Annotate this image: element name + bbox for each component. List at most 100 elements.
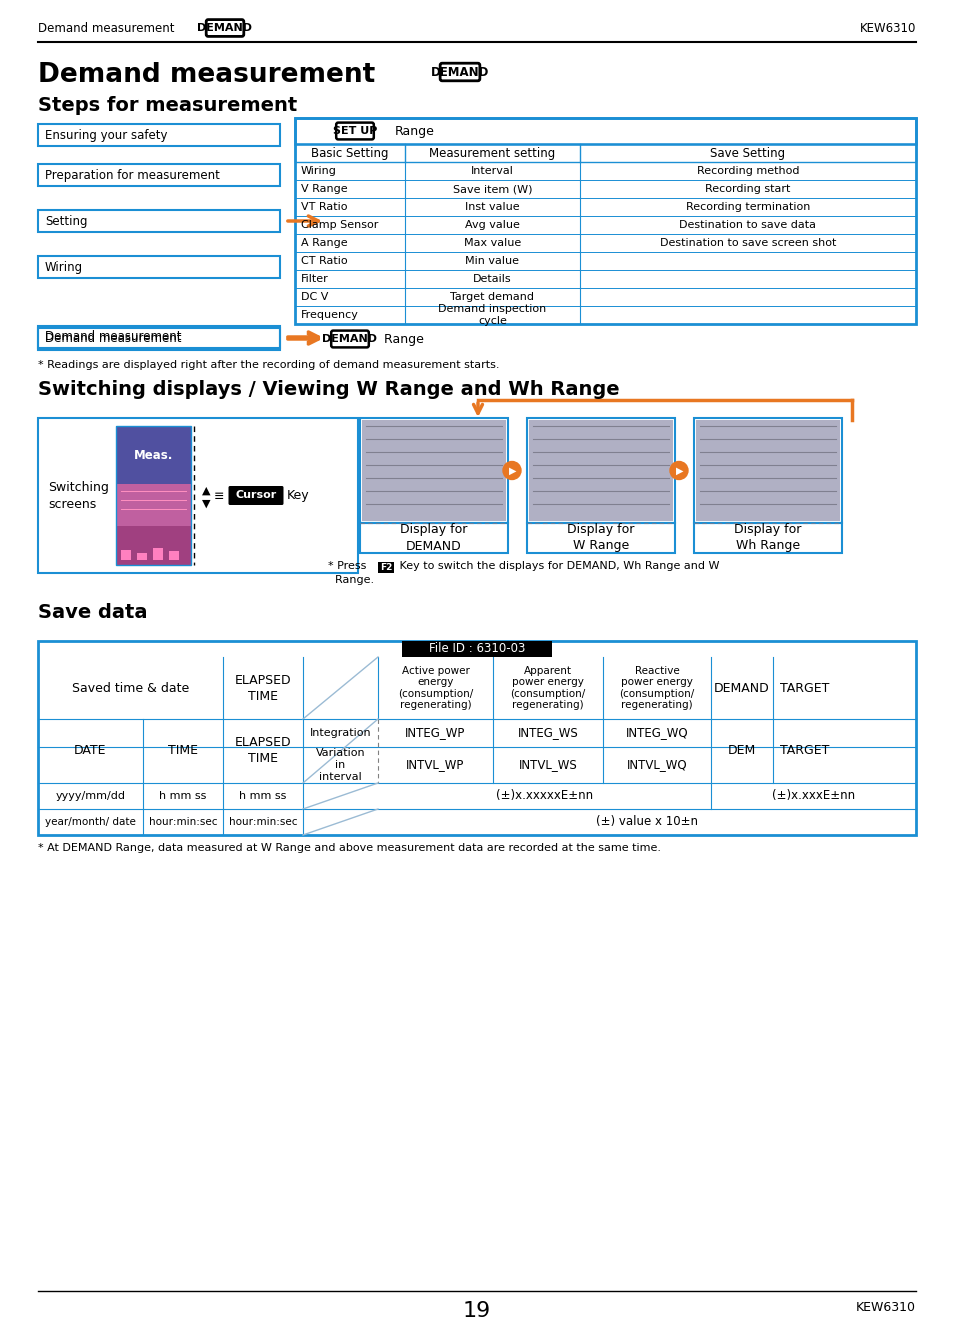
Bar (116, 426, 191, 565)
Text: * At DEMAND Range, data measured at W Range and above measurement data are recor: * At DEMAND Range, data measured at W Ra… (38, 844, 660, 853)
Text: Filter: Filter (301, 274, 329, 284)
Text: Switching displays / Viewing W Range and Wh Range: Switching displays / Viewing W Range and… (38, 380, 619, 399)
Text: Demand measurement: Demand measurement (38, 21, 174, 35)
Text: ▲: ▲ (202, 486, 211, 495)
Text: KEW6310: KEW6310 (859, 21, 915, 35)
Text: (±)x.xxxxxE±nn: (±)x.xxxxxE±nn (496, 790, 593, 802)
Text: Steps for measurement: Steps for measurement (38, 96, 297, 115)
Text: (±)x.xxxE±nn: (±)x.xxxE±nn (771, 790, 854, 802)
FancyBboxPatch shape (229, 486, 283, 505)
Bar (294, 118, 915, 324)
Text: KEW6310: KEW6310 (855, 1302, 915, 1314)
Text: Range: Range (379, 332, 423, 345)
Bar (294, 288, 915, 307)
Bar (116, 426, 191, 485)
Bar (121, 550, 131, 560)
Bar (38, 328, 280, 349)
Text: Meas.: Meas. (133, 449, 173, 462)
Bar (294, 145, 915, 162)
Bar (359, 418, 507, 524)
Text: Switching
screens: Switching screens (48, 481, 109, 510)
Bar (38, 163, 280, 186)
Text: DEMAND: DEMAND (431, 66, 489, 79)
Bar (294, 179, 915, 198)
Text: ▼: ▼ (202, 498, 211, 509)
Text: Apparent
power energy
(consumption/
regenerating): Apparent power energy (consumption/ rege… (510, 665, 585, 711)
Text: Preparation for measurement: Preparation for measurement (45, 169, 219, 182)
Text: year/month/ date: year/month/ date (45, 817, 135, 828)
Text: SET UP: SET UP (333, 126, 376, 137)
Bar (294, 118, 915, 145)
Text: Range.: Range. (328, 574, 374, 585)
Text: h mm ss: h mm ss (159, 791, 207, 801)
Bar (38, 125, 280, 146)
Text: Target demand: Target demand (450, 292, 534, 303)
Text: Cursor: Cursor (235, 490, 276, 501)
Text: Recording method: Recording method (696, 166, 799, 175)
Bar (526, 418, 675, 524)
Bar (294, 216, 915, 234)
Text: A Range: A Range (301, 238, 347, 248)
Text: Wiring: Wiring (45, 261, 83, 273)
Text: hour:min:sec: hour:min:sec (149, 817, 217, 828)
Text: DATE: DATE (74, 744, 107, 758)
Text: Avg value: Avg value (464, 220, 519, 230)
Text: h mm ss: h mm ss (239, 791, 287, 801)
Bar (294, 234, 915, 252)
Bar (294, 307, 915, 324)
Text: Wiring: Wiring (301, 166, 336, 175)
Bar (294, 198, 915, 216)
Text: Max value: Max value (463, 238, 520, 248)
Text: * Press: * Press (328, 561, 370, 570)
Text: Details: Details (473, 274, 511, 284)
Text: Save Setting: Save Setting (710, 146, 784, 159)
Text: TIME: TIME (168, 744, 198, 758)
Text: INTVL_WQ: INTVL_WQ (626, 758, 686, 771)
Text: DC V: DC V (301, 292, 328, 303)
Text: Key to switch the displays for DEMAND, Wh Range and W: Key to switch the displays for DEMAND, W… (395, 561, 719, 570)
Bar (38, 641, 915, 836)
Bar (116, 526, 191, 565)
Text: Display for
W Range: Display for W Range (567, 524, 634, 553)
Bar (526, 524, 675, 553)
Text: Recording start: Recording start (704, 183, 790, 194)
Text: Saved time & date: Saved time & date (71, 682, 189, 695)
Bar (359, 524, 507, 553)
Text: DEM: DEM (727, 744, 756, 758)
Text: Reactive
power energy
(consumption/
regenerating): Reactive power energy (consumption/ rege… (618, 665, 694, 711)
Text: Measurement setting: Measurement setting (429, 146, 555, 159)
Bar (693, 524, 841, 553)
Text: DEMAND: DEMAND (322, 333, 377, 344)
Text: INTEG_WS: INTEG_WS (517, 727, 578, 739)
Bar (152, 548, 163, 560)
Text: Basic Setting: Basic Setting (311, 146, 388, 159)
Text: Clamp Sensor: Clamp Sensor (301, 220, 378, 230)
Circle shape (669, 462, 687, 479)
Bar (294, 270, 915, 288)
Text: INTVL_WS: INTVL_WS (518, 758, 577, 771)
Text: Setting: Setting (45, 214, 88, 228)
Text: ELAPSED
TIME: ELAPSED TIME (234, 736, 291, 766)
Text: ≡: ≡ (213, 490, 224, 503)
Text: Range: Range (395, 125, 435, 138)
Bar (696, 420, 840, 521)
Text: ▶: ▶ (509, 466, 517, 475)
Circle shape (502, 462, 520, 479)
Text: F2: F2 (379, 562, 392, 572)
Text: Display for
DEMAND: Display for DEMAND (400, 524, 467, 553)
Bar (377, 562, 394, 573)
Text: TARGET: TARGET (779, 682, 828, 695)
Text: VT Ratio: VT Ratio (301, 202, 347, 212)
Bar (116, 485, 191, 526)
Text: INTVL_WP: INTVL_WP (406, 758, 464, 771)
Text: V Range: V Range (301, 183, 347, 194)
Text: Demand inspection
cycle: Demand inspection cycle (438, 304, 546, 325)
Text: CT Ratio: CT Ratio (301, 256, 347, 266)
Text: Min value: Min value (465, 256, 519, 266)
Bar (38, 325, 280, 348)
Bar (361, 420, 505, 521)
Text: (±) value x 10±n: (±) value x 10±n (596, 815, 698, 829)
Text: Integration: Integration (310, 728, 371, 738)
Bar (137, 553, 147, 560)
Text: Frequency: Frequency (301, 311, 358, 320)
